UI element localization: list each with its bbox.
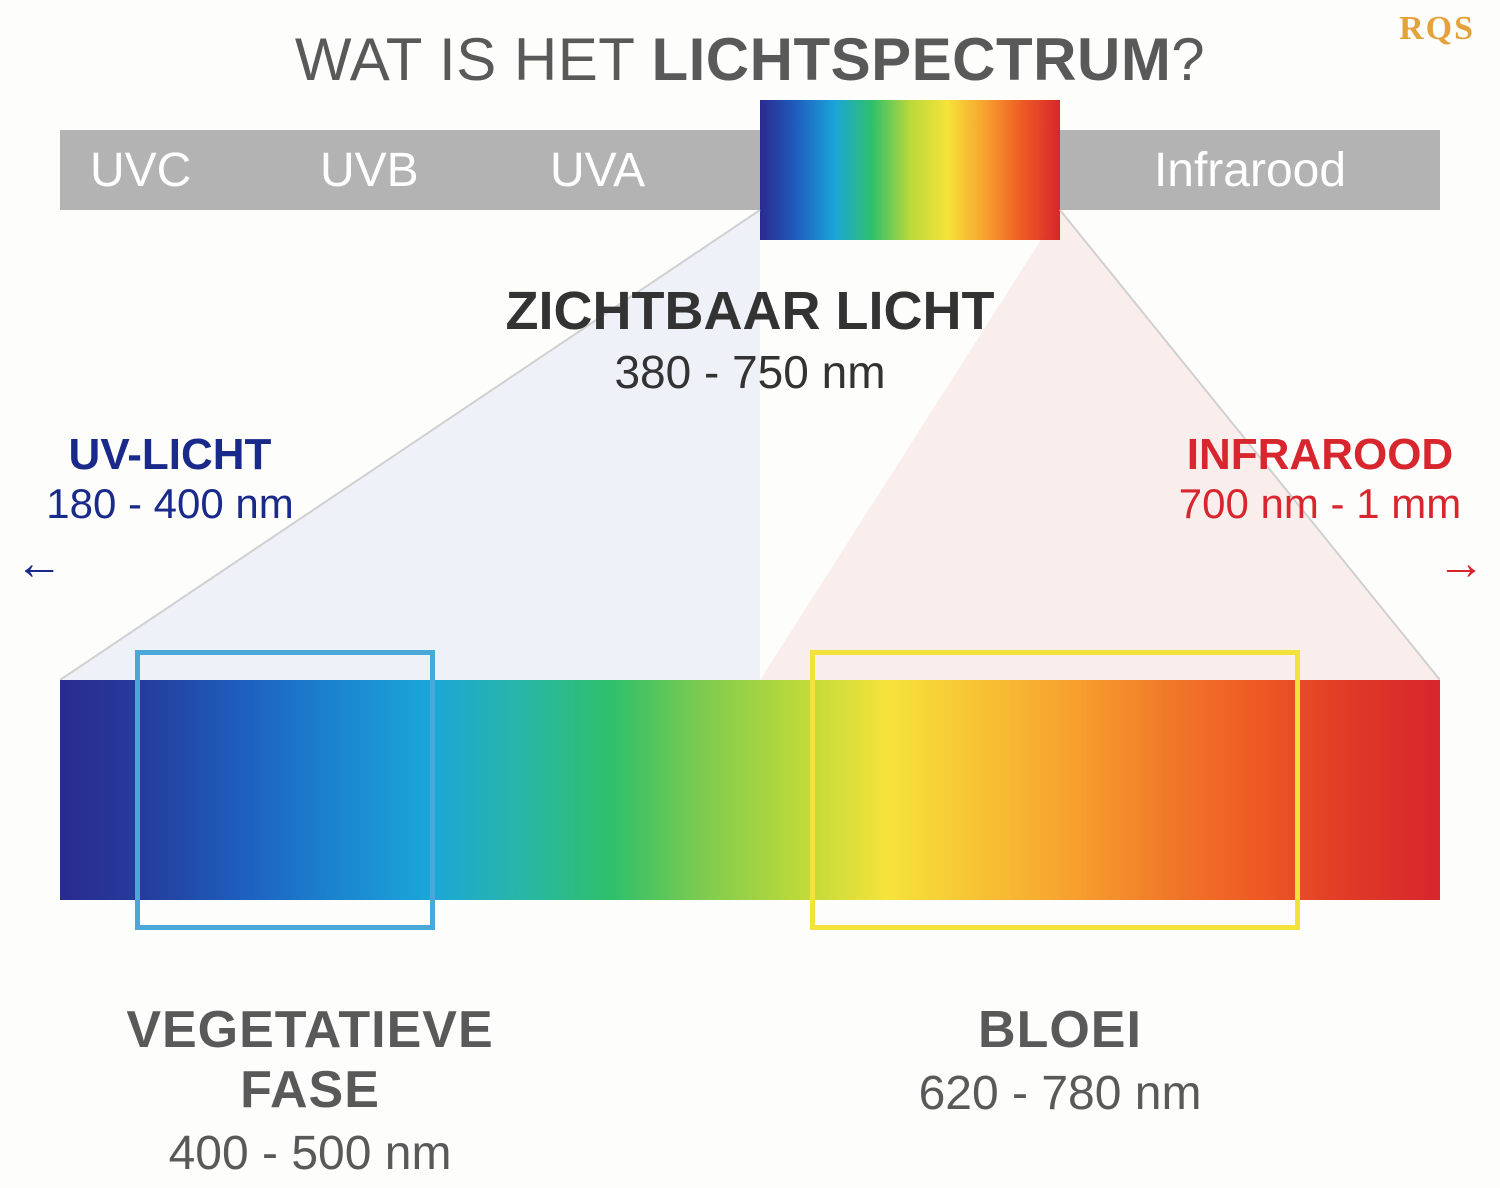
- uv-side-range: 180 - 400 nm: [10, 480, 330, 528]
- em-overview-bar: UVC UVB UVA Infrarood: [60, 130, 1440, 210]
- visible-caption-range: 380 - 750 nm: [0, 345, 1500, 399]
- bloom-phase-caption: BLOEI 620 - 780 nm: [820, 1000, 1300, 1121]
- title-suffix: ?: [1171, 26, 1205, 93]
- ir-side-title: INFRAROOD: [1150, 430, 1490, 480]
- title-prefix: WAT IS HET: [295, 26, 652, 93]
- bloom-phase-box: [810, 650, 1300, 930]
- arrow-left-icon: ←: [10, 536, 330, 591]
- uv-region: UVC UVB UVA: [60, 130, 760, 210]
- visible-caption-title: ZICHTBAAR LICHT: [0, 280, 1500, 342]
- vegetative-phase-caption: VEGETATIEVE FASE 400 - 500 nm: [60, 1000, 560, 1181]
- uv-side-caption: UV-LICHT 180 - 400 nm ←: [10, 430, 330, 591]
- bloom-phase-range: 620 - 780 nm: [820, 1066, 1300, 1121]
- arrow-right-icon: →: [1150, 536, 1490, 591]
- uv-side-title: UV-LICHT: [10, 430, 330, 480]
- page-title: WAT IS HET LICHTSPECTRUM?: [0, 25, 1500, 94]
- uvc-label: UVC: [90, 143, 191, 198]
- infrared-region: Infrarood: [1060, 130, 1440, 210]
- bloom-phase-title: BLOEI: [820, 1000, 1300, 1060]
- vegetative-phase-range: 400 - 500 nm: [60, 1126, 560, 1181]
- uvb-label: UVB: [320, 143, 419, 198]
- ir-side-range: 700 nm - 1 mm: [1150, 480, 1490, 528]
- infrared-label: Infrarood: [1154, 143, 1346, 198]
- ir-side-caption: INFRAROOD 700 nm - 1 mm →: [1150, 430, 1490, 591]
- logo: RQS: [1399, 10, 1475, 48]
- title-bold: LICHTSPECTRUM: [651, 26, 1171, 93]
- visible-region-mini: [760, 100, 1060, 240]
- vegetative-phase-box: [135, 650, 435, 930]
- vegetative-phase-title: VEGETATIEVE FASE: [60, 1000, 560, 1120]
- uva-label: UVA: [550, 143, 645, 198]
